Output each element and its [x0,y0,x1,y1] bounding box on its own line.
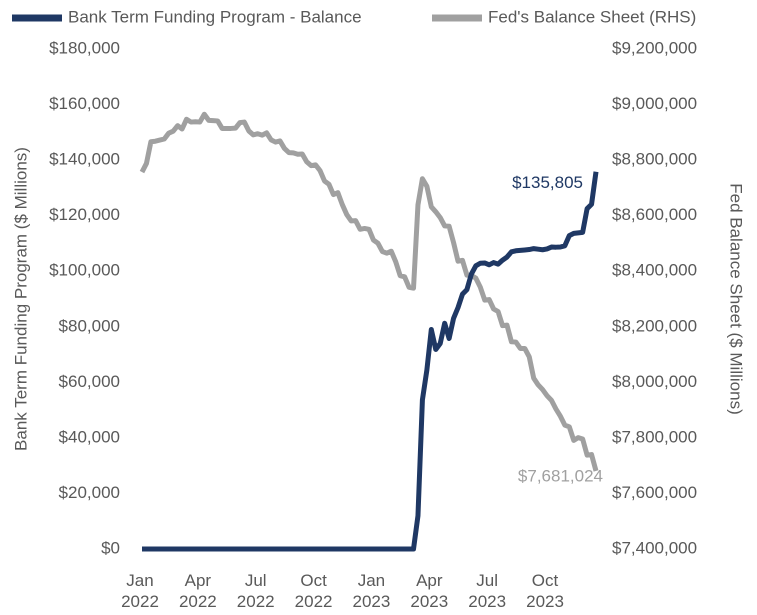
y-tick-label: $120,000 [49,205,120,224]
y2-tick-label: $8,400,000 [612,261,697,280]
x-tick-label: Oct 2023 [526,571,564,611]
x-tick-label: Jan 2023 [352,571,391,611]
y-tick-label: $140,000 [49,150,120,169]
y2-axis-title: Fed Balance Sheet ($ Millions) [727,183,746,415]
y-tick-label: $180,000 [49,38,120,57]
y2-tick-label: $8,600,000 [612,205,697,224]
y-tick-label: $20,000 [59,483,120,502]
legend-label: Bank Term Funding Program - Balance [68,7,362,26]
line-series [142,171,599,552]
data-label: $7,681,024 [518,466,603,485]
y2-tick-label: $8,200,000 [612,316,697,335]
y-tick-label: $0 [101,538,120,557]
y-axis-title: Bank Term Funding Program ($ Millions) [11,147,30,451]
y-tick-label: $60,000 [59,372,120,391]
y2-tick-label: $7,800,000 [612,427,697,446]
y2-tick-label: $9,000,000 [612,94,697,113]
x-tick-label: Jul 2022 [236,571,275,611]
x-tick-label: Oct 2022 [294,571,333,611]
y-tick-label: $160,000 [49,94,120,113]
y-tick-label: $100,000 [49,261,120,280]
data-label: $135,805 [512,173,583,192]
y2-tick-label: $7,400,000 [612,538,697,557]
y2-tick-label: $7,600,000 [612,483,697,502]
x-tick-label: Jan 2022 [121,571,159,611]
y2-tick-label: $8,800,000 [612,150,697,169]
line-series [139,111,599,472]
x-tick-label: Apr 2023 [410,571,449,611]
y-tick-label: $40,000 [59,427,120,446]
y-tick-label: $80,000 [59,316,120,335]
legend-label: Fed's Balance Sheet (RHS) [488,7,696,26]
x-tick-label: Jul 2023 [468,571,507,611]
y2-tick-label: $9,200,000 [612,38,697,57]
x-tick-label: Apr 2022 [178,571,217,611]
y2-tick-label: $8,000,000 [612,372,697,391]
